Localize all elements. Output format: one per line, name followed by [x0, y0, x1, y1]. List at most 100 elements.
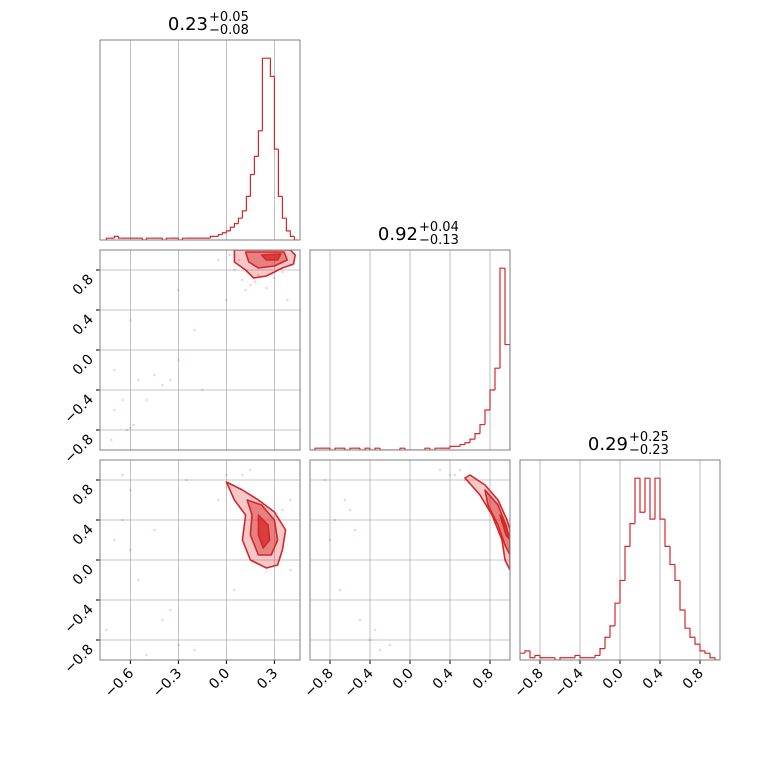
- hist-step: [619, 579, 625, 604]
- sample-point: [145, 653, 148, 657]
- sample-point: [225, 298, 228, 302]
- sample-point: [373, 628, 377, 632]
- sample-point: [353, 528, 357, 532]
- sample-point: [225, 473, 228, 477]
- x-tick-label: −0.6: [102, 665, 137, 700]
- contour: [257, 514, 271, 549]
- sample-point: [241, 473, 244, 477]
- sample-point: [358, 618, 362, 622]
- sample-point: [333, 518, 337, 522]
- y-tick-label: 0.4: [70, 311, 97, 338]
- x-tick-label: 0.0: [206, 666, 233, 693]
- x-tick-label: −0.3: [150, 666, 185, 701]
- sample-point: [265, 286, 268, 290]
- sample-point: [328, 538, 332, 542]
- hist-step: [165, 237, 171, 240]
- title-plus: +0.05: [209, 10, 249, 25]
- hist-step: [654, 477, 660, 520]
- hist-step: [374, 447, 380, 450]
- hist-step: [579, 655, 585, 659]
- hist-step: [534, 654, 540, 658]
- y-tick-label: −0.8: [61, 642, 96, 677]
- y-tick-label: 0.4: [70, 521, 97, 548]
- y-tick-label: −0.4: [61, 391, 96, 426]
- sample-point: [161, 383, 164, 387]
- hist-step: [669, 546, 675, 566]
- hist-step: [469, 438, 475, 443]
- sample-point: [281, 270, 284, 274]
- hist-step: [484, 409, 490, 425]
- sample-point: [388, 643, 392, 647]
- sample-point: [237, 258, 241, 262]
- x-tick-label: −0.4: [551, 665, 586, 700]
- sample-point: [343, 498, 347, 502]
- hist-step: [145, 237, 151, 240]
- sample-point: [233, 268, 236, 272]
- x-tick-label: 0.3: [254, 666, 281, 693]
- sample-point: [228, 253, 231, 257]
- sample-point: [249, 468, 252, 472]
- hist-step: [609, 625, 615, 638]
- hist-step: [599, 648, 605, 656]
- hist-step: [464, 442, 470, 445]
- sample-point: [121, 398, 124, 402]
- hist-step: [679, 580, 685, 611]
- hist-step: [399, 447, 405, 450]
- sample-point: [113, 408, 116, 412]
- hist-step: [281, 196, 287, 219]
- hist-step: [649, 478, 655, 520]
- sample-point: [448, 473, 452, 477]
- hist-step: [554, 657, 560, 660]
- sample-point: [125, 428, 129, 432]
- sample-point: [438, 468, 442, 472]
- hist-step: [614, 602, 620, 626]
- sample-point: [338, 588, 342, 592]
- sample-point: [129, 488, 132, 492]
- panel: −0.8 −0.4 0.0 0.4 0.8 0.29 +0.25−0.23: [511, 430, 721, 701]
- y-tick-label: −0.8: [61, 432, 96, 467]
- panel-title: 0.29: [588, 434, 628, 455]
- sample-point: [153, 528, 156, 532]
- sample-point: [201, 388, 204, 392]
- hist-step: [217, 233, 223, 237]
- sample-point: [109, 438, 113, 442]
- hist-step: [117, 236, 123, 239]
- hist-step: [559, 657, 565, 660]
- hist-step: [674, 564, 680, 582]
- hist-step: [364, 447, 370, 450]
- hist-step: [494, 367, 500, 390]
- sample-point: [253, 280, 257, 284]
- sample-point: [289, 498, 292, 502]
- sample-point: [177, 643, 180, 647]
- hist-step: [241, 210, 247, 219]
- title-plus: +0.25: [629, 430, 669, 445]
- hist-step: [574, 654, 580, 658]
- hist-step: [344, 448, 350, 450]
- hist-step: [709, 653, 715, 659]
- hist-step: [634, 477, 640, 524]
- hist-step: [379, 448, 385, 450]
- sample-point: [249, 283, 252, 287]
- sample-point: [137, 578, 140, 582]
- panel: 0.23 +0.05−0.08: [99, 10, 301, 241]
- hist-step: [499, 267, 505, 369]
- sample-point: [161, 618, 164, 622]
- x-tick-label: −0.8: [511, 666, 546, 701]
- x-tick-label: 0.0: [600, 666, 627, 693]
- sample-point: [121, 518, 124, 522]
- x-tick-label: 0.0: [390, 666, 417, 693]
- sample-point: [193, 328, 196, 332]
- sample-point: [244, 288, 247, 292]
- sample-point: [348, 508, 352, 512]
- sample-point: [145, 398, 148, 402]
- hist-step: [434, 447, 440, 450]
- panel: −0.6 −0.3 0.0 0.3 −0.8 −0.4 0.0 0.4 0.8: [61, 459, 301, 701]
- hist-step: [474, 433, 480, 440]
- hist-step: [329, 448, 335, 450]
- sample-point: [105, 628, 108, 632]
- contour: [499, 514, 510, 541]
- hist-step: [479, 423, 485, 434]
- sample-point: [368, 638, 372, 642]
- hist-step: [285, 218, 291, 232]
- sample-point: [273, 276, 276, 280]
